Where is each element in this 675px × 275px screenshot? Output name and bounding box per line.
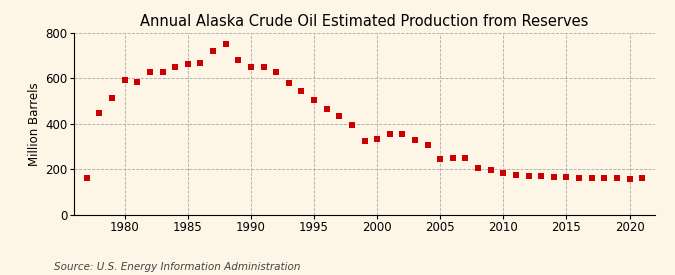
Point [182, 62, 193, 66]
Point [637, 176, 647, 180]
Point [132, 80, 142, 84]
Point [284, 81, 294, 85]
Point [208, 48, 219, 53]
Point [548, 174, 559, 179]
Point [624, 177, 635, 182]
Point [498, 171, 509, 175]
Point [397, 131, 408, 136]
Point [258, 65, 269, 70]
Point [119, 78, 130, 82]
Point [435, 157, 446, 161]
Point [422, 143, 433, 147]
Point [144, 70, 155, 75]
Point [346, 123, 357, 128]
Point [472, 166, 483, 170]
Point [157, 70, 168, 74]
Point [612, 176, 622, 180]
Y-axis label: Million Barrels: Million Barrels [28, 82, 41, 166]
Point [574, 175, 585, 180]
Point [485, 168, 496, 172]
Point [296, 89, 307, 94]
Point [561, 175, 572, 179]
Point [587, 175, 597, 180]
Point [246, 65, 256, 70]
Point [410, 138, 421, 142]
Point [233, 57, 244, 62]
Title: Annual Alaska Crude Oil Estimated Production from Reserves: Annual Alaska Crude Oil Estimated Produc… [140, 14, 589, 29]
Point [372, 137, 383, 141]
Point [321, 107, 332, 111]
Point [107, 96, 117, 100]
Point [359, 138, 370, 143]
Point [384, 131, 395, 136]
Point [460, 156, 471, 161]
Point [523, 174, 534, 178]
Text: Source: U.S. Energy Information Administration: Source: U.S. Energy Information Administ… [54, 262, 300, 272]
Point [510, 173, 521, 178]
Point [94, 111, 105, 115]
Point [82, 175, 92, 180]
Point [334, 114, 345, 119]
Point [220, 42, 231, 46]
Point [599, 175, 610, 180]
Point [195, 61, 206, 66]
Point [448, 156, 458, 160]
Point [308, 98, 319, 103]
Point [536, 174, 547, 178]
Point [271, 69, 281, 74]
Point [170, 65, 181, 70]
